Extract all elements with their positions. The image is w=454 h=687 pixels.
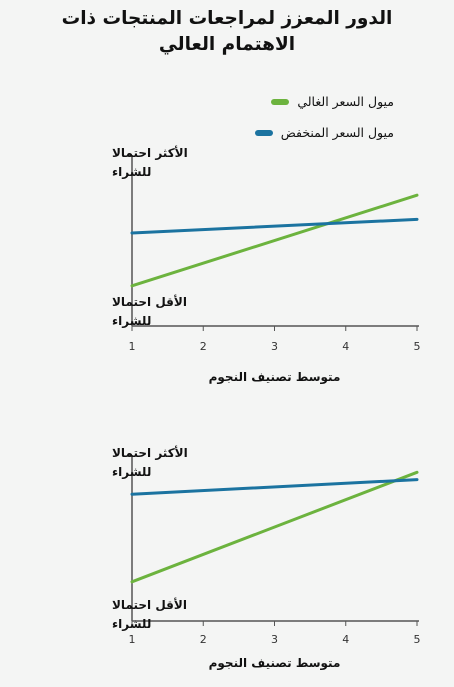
y-label-top: الأكثر احتمالا [112,445,188,460]
x-tick-label: 3 [271,340,278,353]
y-label-bottom: للشراء [112,314,151,328]
x-tick-label: 4 [342,340,349,353]
x-tick-label: 1 [129,340,136,353]
x-tick-label: 4 [342,633,349,646]
y-label-top: للشراء [112,465,151,479]
legend-swatch-low-price [254,129,273,136]
x-axis-title: متوسط تصنيف النجوم [209,656,341,671]
legend-swatch-high-price [271,98,290,105]
x-tick-label: 2 [200,633,207,646]
chart-title-line-1: الدور المعزز لمراجعات المنتجات ذات [61,8,393,29]
chart-bottom: 1 2 3 4 5 متوسط تصنيف النجوم الأكثر احتمالا للش… [112,445,421,671]
series-line-low-price [130,217,419,235]
legend-item-low-price: ميول السعر المنخفض [254,125,394,140]
chart-title-line-2: الاهتمام العالي [158,34,296,55]
chart-top: 1 2 3 4 5 متوسط تصنيف النجوم الأكثر احتمالا للش… [112,145,421,385]
y-label-bottom: الأقل احتمالا [112,597,187,612]
series-line-high-price [130,193,419,288]
y-label-bottom: للشراء [112,617,151,631]
x-tick-label: 5 [414,633,421,646]
x-axis-title: متوسط تصنيف النجوم [209,370,341,385]
x-tick-label: 2 [200,340,207,353]
legend-item-high-price: ميول السعر الغالي [271,94,394,109]
legend-label-high-price: ميول السعر الغالي [297,94,394,109]
x-tick-label: 1 [129,633,136,646]
x-tick-label: 5 [414,340,421,353]
x-tick-label: 3 [271,633,278,646]
legend-label-low-price: ميول السعر المنخفض [280,125,394,140]
y-label-top: للشراء [112,165,151,179]
series-line-low-price [130,478,419,496]
series-line-high-price [130,470,419,584]
chart-title: الدور المعزز لمراجعات المنتجات ذات الاهت… [0,6,454,58]
y-label-bottom: الأقل احتمالا [112,294,187,309]
y-label-top: الأكثر احتمالا [112,145,188,160]
